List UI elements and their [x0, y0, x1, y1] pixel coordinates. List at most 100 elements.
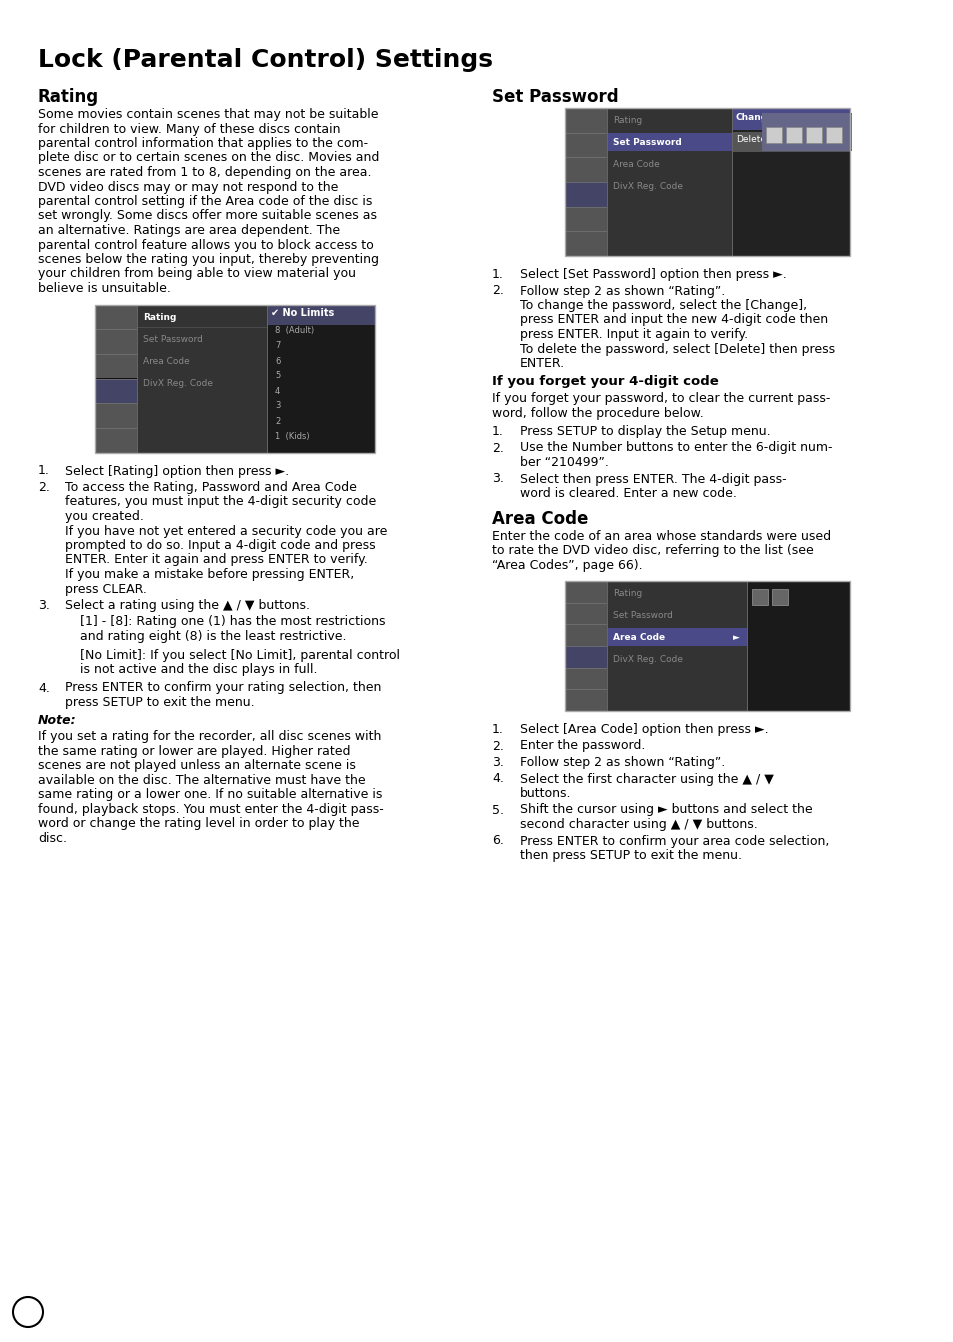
Text: 3.: 3. — [492, 472, 503, 486]
Text: Area Code: Area Code — [143, 357, 190, 365]
Text: DVD video discs may or may not respond to the: DVD video discs may or may not respond t… — [38, 181, 338, 193]
Bar — [564, 133, 606, 157]
Text: 1.: 1. — [38, 464, 50, 478]
Text: to rate the DVD video disc, referring to the list (see: to rate the DVD video disc, referring to… — [492, 544, 813, 557]
Text: “Area Codes”, page 66).: “Area Codes”, page 66). — [492, 558, 642, 572]
Bar — [564, 581, 606, 603]
Text: Select [Set Password] option then press ►.: Select [Set Password] option then press … — [519, 268, 786, 280]
Bar — [95, 428, 137, 452]
Text: Select a rating using the ▲ / ▼ buttons.: Select a rating using the ▲ / ▼ buttons. — [65, 599, 310, 612]
Text: To access the Rating, Password and Area Code: To access the Rating, Password and Area … — [65, 480, 356, 494]
Text: features, you must input the 4-digit security code: features, you must input the 4-digit sec… — [65, 495, 375, 509]
Bar — [564, 107, 849, 256]
Text: scenes below the rating you input, thereby preventing: scenes below the rating you input, there… — [38, 254, 378, 266]
Text: Lock (Parental Control) Settings: Lock (Parental Control) Settings — [38, 48, 493, 72]
Bar — [564, 690, 606, 711]
Text: scenes are not played unless an alternate scene is: scenes are not played unless an alternat… — [38, 760, 355, 772]
Bar — [785, 127, 801, 144]
Bar — [606, 628, 746, 646]
Text: New Password: New Password — [764, 115, 819, 125]
Text: Set Password: Set Password — [613, 138, 681, 148]
Text: Press ENTER to confirm your rating selection, then: Press ENTER to confirm your rating selec… — [65, 682, 381, 695]
Text: If you forget your password, to clear the current pass-: If you forget your password, to clear th… — [492, 392, 829, 405]
Bar — [731, 107, 849, 130]
Text: Delete: Delete — [735, 136, 765, 144]
Text: Rating: Rating — [613, 589, 641, 599]
Text: Area Code: Area Code — [492, 510, 588, 527]
Text: Set Password: Set Password — [492, 89, 618, 106]
Text: your children from being able to view material you: your children from being able to view ma… — [38, 267, 355, 280]
Bar — [95, 354, 137, 378]
Text: scenes are rated from 1 to 8, depending on the area.: scenes are rated from 1 to 8, depending … — [38, 166, 371, 178]
Text: parental control setting if the Area code of the disc is: parental control setting if the Area cod… — [38, 195, 372, 208]
Text: R: R — [776, 592, 782, 603]
Text: 6.: 6. — [492, 835, 503, 848]
Bar — [95, 305, 375, 452]
Text: 2.: 2. — [492, 285, 503, 298]
Text: Area Code: Area Code — [613, 160, 659, 169]
Bar — [765, 127, 781, 144]
Text: then press SETUP to exit the menu.: then press SETUP to exit the menu. — [519, 849, 741, 862]
Text: [No Limit]: If you select [No Limit], parental control: [No Limit]: If you select [No Limit], pa… — [80, 648, 399, 662]
Bar — [95, 378, 137, 403]
Text: an alternative. Ratings are area dependent. The: an alternative. Ratings are area depende… — [38, 224, 340, 238]
Text: Some movies contain scenes that may not be suitable: Some movies contain scenes that may not … — [38, 107, 378, 121]
Text: DivX Reg. Code: DivX Reg. Code — [613, 183, 682, 191]
Text: Select the first character using the ▲ / ▼: Select the first character using the ▲ /… — [519, 773, 773, 785]
Text: Set Password: Set Password — [143, 334, 203, 344]
Bar — [606, 133, 731, 152]
Bar — [564, 107, 849, 256]
Bar — [564, 207, 606, 231]
Text: DivX Reg. Code: DivX Reg. Code — [143, 378, 213, 388]
Text: Select [Area Code] option then press ►.: Select [Area Code] option then press ►. — [519, 723, 768, 735]
Text: for children to view. Many of these discs contain: for children to view. Many of these disc… — [38, 122, 340, 136]
Text: press ENTER. Input it again to verify.: press ENTER. Input it again to verify. — [519, 327, 747, 341]
Bar — [731, 132, 849, 152]
Bar — [805, 127, 821, 144]
Text: To change the password, select the [Change],: To change the password, select the [Chan… — [519, 299, 806, 311]
Text: ►: ► — [732, 633, 740, 641]
Bar — [771, 589, 787, 605]
Text: 5.: 5. — [492, 804, 503, 816]
Bar — [564, 231, 606, 256]
Text: 4.: 4. — [38, 682, 50, 695]
Text: you created.: you created. — [65, 510, 144, 523]
Text: Select [Rating] option then press ►.: Select [Rating] option then press ►. — [65, 464, 289, 478]
Text: available on the disc. The alternative must have the: available on the disc. The alternative m… — [38, 773, 365, 786]
Text: 1  (Kids): 1 (Kids) — [274, 432, 310, 440]
Bar — [761, 113, 851, 152]
Bar — [95, 305, 137, 329]
Circle shape — [13, 1296, 43, 1327]
Text: Note:: Note: — [38, 714, 76, 727]
Text: parental control feature allows you to block access to: parental control feature allows you to b… — [38, 239, 374, 251]
Text: 2: 2 — [274, 416, 280, 425]
Text: ENTER.: ENTER. — [519, 357, 564, 370]
Text: To delete the password, select [Delete] then press: To delete the password, select [Delete] … — [519, 342, 834, 356]
Text: press ENTER and input the new 4-digit code then: press ENTER and input the new 4-digit co… — [519, 314, 827, 326]
Bar — [137, 305, 267, 452]
Text: 1.: 1. — [492, 268, 503, 280]
Bar — [564, 646, 606, 668]
Text: 4: 4 — [274, 386, 280, 396]
Text: 3: 3 — [274, 401, 280, 411]
Text: word is cleared. Enter a new code.: word is cleared. Enter a new code. — [519, 487, 736, 501]
Bar — [564, 603, 606, 624]
Text: press CLEAR.: press CLEAR. — [65, 582, 147, 596]
Text: Rating: Rating — [613, 115, 641, 125]
Text: 3.: 3. — [492, 756, 503, 769]
Text: 6: 6 — [274, 357, 280, 365]
Text: Select then press ENTER. The 4-digit pass-: Select then press ENTER. The 4-digit pas… — [519, 472, 786, 486]
Text: buttons.: buttons. — [519, 786, 571, 800]
Text: parental control information that applies to the com-: parental control information that applie… — [38, 137, 368, 150]
Text: prompted to do so. Input a 4-digit code and press: prompted to do so. Input a 4-digit code … — [65, 539, 375, 552]
Text: F: F — [757, 592, 762, 603]
Bar — [95, 329, 137, 354]
Bar — [606, 581, 746, 711]
Text: Press SETUP to display the Setup menu.: Press SETUP to display the Setup menu. — [519, 425, 770, 437]
Text: 7: 7 — [274, 341, 280, 350]
Text: 24: 24 — [19, 1306, 37, 1318]
Bar — [267, 305, 375, 325]
Text: 4.: 4. — [492, 773, 503, 785]
Bar — [751, 589, 767, 605]
Bar — [564, 107, 606, 133]
